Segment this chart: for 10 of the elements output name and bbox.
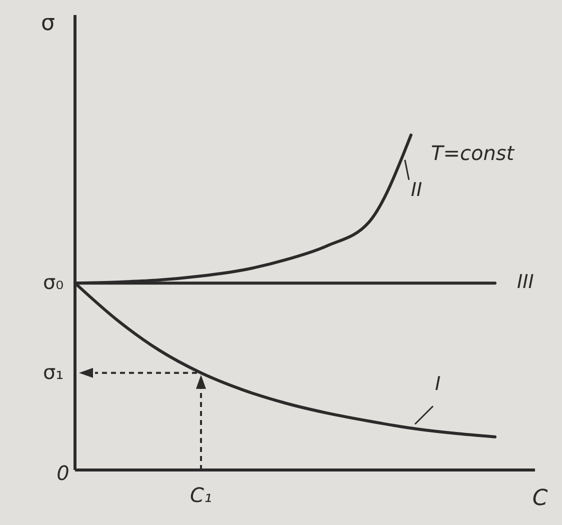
x-axis-title: C xyxy=(532,486,548,511)
text: C₁ xyxy=(190,483,212,507)
text: σ₀ xyxy=(43,270,64,294)
text: 0 xyxy=(56,461,70,485)
series-label: I xyxy=(435,373,441,396)
text: σ₁ xyxy=(43,360,64,384)
series-label: III xyxy=(517,271,534,294)
legend-label: II xyxy=(410,178,423,201)
y-axis-title: σ xyxy=(41,11,56,36)
annotation: T=const xyxy=(431,141,516,165)
